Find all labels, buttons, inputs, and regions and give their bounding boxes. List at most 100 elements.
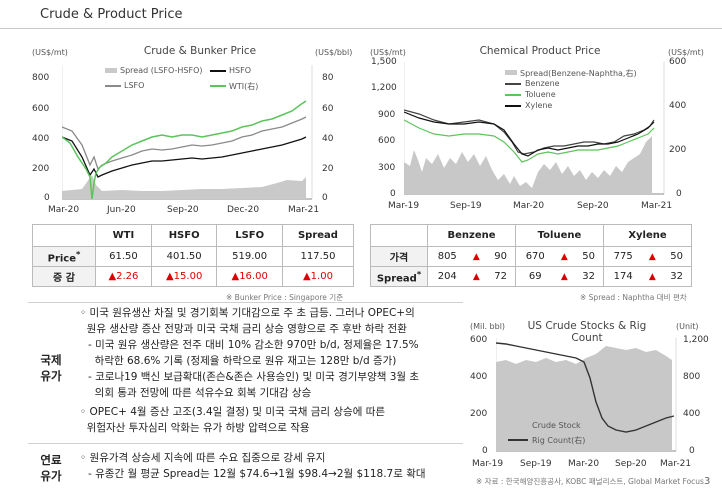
chem-chart-title: Chemical Product Price: [479, 45, 601, 57]
chem-x-tick: Mar-19: [388, 201, 420, 211]
legend-rig-label: Rig Count(右): [532, 436, 586, 445]
table-header: Benzene: [427, 224, 516, 247]
table-cell: 401.50: [150, 246, 218, 267]
crude-right-unit: (US$/bbl): [315, 48, 353, 57]
chem-left-tick: 600: [378, 136, 396, 146]
table-header: Spread: [281, 224, 355, 247]
legend-spread-label: Spread (LSFO-HSFO): [120, 66, 203, 75]
bullet-line: ◦ 미국 원유생산 차질 및 경기회복 기대감으로 주 초 급등. 그러나 OP…: [80, 307, 415, 319]
table-cell: 90: [486, 246, 516, 267]
chem-plot: [404, 62, 665, 195]
section-label-fuel: 연료 유가: [40, 453, 62, 483]
chem-left-tick: 900: [378, 110, 396, 120]
chem-right-tick: 200: [669, 145, 687, 155]
page-number: 3: [704, 476, 711, 487]
stock-x-tick: Sep-20: [615, 459, 647, 469]
stock-plot: [496, 338, 677, 452]
bullet-line: - 미국 원유 생산량은 전주 대비 10% 감소한 970만 b/d, 정제율…: [88, 339, 419, 351]
legend-benzene-label: Benzene: [525, 79, 560, 88]
crude-left-unit: (US$/mt): [32, 48, 68, 57]
table-row: Price* 61.50 401.50 519.00 117.50: [32, 246, 355, 267]
table-cell: 204: [427, 266, 467, 287]
stock-chart-source: ※ 자료 : 한국해양진흥공사, KOBC 패널리스트, Global Mark…: [476, 477, 704, 486]
xylene-line: [404, 111, 655, 157]
up-arrow-icon: ▲: [466, 246, 487, 267]
fuel-section-body: ◦ 원유가격 상승세 지속에 따른 수요 집중으로 강세 유지 - 유종간 월 …: [80, 450, 465, 482]
crude-right-tick: 20: [322, 164, 334, 174]
bullet-line: - 유종간 월 평균 Spread는 12월 $74.6→1월 $98.4→2월…: [88, 468, 426, 480]
legend-wti-swatch: [210, 85, 226, 87]
table-cell: 61.50: [95, 246, 152, 267]
legend-benzene-swatch: [505, 83, 521, 85]
bullet-line: ◦ OPEC+ 4월 증산 고조(3.4일 결정) 및 미국 국채 금리 상승에…: [80, 406, 386, 418]
chem-price-table: Benzene Toluene Xylene 가격 805 ▲ 90 670 ▲…: [370, 224, 693, 287]
chem-spread-area: [404, 136, 652, 194]
legend-lsfo-swatch: [105, 85, 121, 87]
crude-left-tick: 0: [44, 193, 50, 203]
table-cell: 117.50: [281, 246, 355, 267]
table-cell: 775: [602, 246, 643, 267]
row-label: 증 감: [32, 266, 96, 287]
row-label: 가격: [370, 246, 428, 267]
stock-left-unit: (Mil. bbl): [470, 322, 506, 331]
table-header: Xylene: [602, 224, 693, 247]
crude-x-tick: Jun-20: [107, 205, 136, 215]
crude-table-source: ※ Bunker Price : Singapore 기준: [226, 293, 344, 302]
table-cell: 50: [662, 246, 693, 267]
benzene-line: [404, 109, 655, 155]
crude-right-tick: 60: [322, 104, 334, 114]
chem-left-tick: 0: [390, 189, 396, 199]
chem-right-tick: 400: [669, 101, 687, 111]
chem-right-tick: 0: [676, 189, 682, 199]
table-header: LSFO: [216, 224, 283, 247]
stock-left-tick: 0: [482, 446, 488, 456]
lsfo-line: [62, 116, 307, 171]
crude-stock-area: [496, 346, 672, 451]
stock-right-unit: (Unit): [676, 322, 699, 331]
stock-x-tick: Mar-21: [660, 459, 692, 469]
up-arrow-icon: ▲: [642, 246, 663, 267]
table-row: Spread* 204 ▲ 72 69 ▲ 32 174 ▲ 32: [370, 266, 693, 287]
chem-x-tick: Sep-20: [577, 201, 609, 211]
stock-left-tick: 200: [470, 409, 488, 419]
legend-toluene-swatch: [505, 94, 521, 96]
table-header-row: Benzene Toluene Xylene: [370, 224, 693, 247]
chem-left-tick: 1,500: [371, 57, 397, 67]
up-arrow-icon: ▲: [554, 246, 575, 267]
stock-x-tick: Mar-20: [568, 459, 600, 469]
crude-left-tick: 400: [32, 134, 50, 144]
spread-area: [62, 175, 306, 199]
legend-wti-label: WTI(右): [229, 82, 259, 91]
table-cell: 72: [486, 266, 516, 287]
stock-right-tick: 1,200: [683, 335, 709, 345]
bullet-line: 하락한 68.6% 기록 (정제율 하락으로 원유 재고는 128만 b/d 증…: [88, 355, 397, 367]
table-cell: 69: [514, 266, 555, 287]
stock-left-tick: 400: [470, 372, 488, 382]
legend-toluene-label: Toluene: [525, 90, 556, 99]
table-cell: 670: [514, 246, 555, 267]
crude-right-tick: 80: [322, 73, 334, 83]
row-label: Price*: [32, 246, 96, 267]
legend-xylene-swatch: [505, 105, 521, 107]
crude-x-tick: Sep-20: [167, 205, 199, 215]
crude-right-tick: 0: [322, 193, 328, 203]
table-row: 가격 805 ▲ 90 670 ▲ 50 775 ▲ 50: [370, 246, 693, 267]
stock-x-tick: Mar-19: [472, 459, 504, 469]
bullet-line: - 코로나19 백신 보급확대(존슨&존슨 사용승인) 및 미국 경기부양책 3…: [88, 371, 420, 383]
legend-hsfo-label: HSFO: [229, 66, 251, 75]
page-title: Crude & Product Price: [40, 7, 183, 22]
table-cell: 50: [574, 246, 604, 267]
legend-hsfo-swatch: [210, 70, 226, 72]
wti-line: [62, 100, 307, 200]
table-header: WTI: [95, 224, 152, 247]
table-cell: ▲1.00: [281, 266, 355, 287]
chem-x-tick: Sep-19: [450, 201, 482, 211]
crude-left-tick: 800: [32, 73, 50, 83]
crude-section-body: ◦ 미국 원유생산 차질 및 경기회복 기대감으로 주 초 급등. 그러나 OP…: [80, 305, 465, 436]
chem-x-tick: Mar-21: [641, 201, 673, 211]
crude-x-tick: Dec-20: [227, 205, 260, 215]
legend-lsfo-label: LSFO: [124, 81, 145, 90]
bullet-line: ◦ 원유가격 상승세 지속에 따른 수요 집중으로 강세 유지: [80, 452, 326, 464]
legend-chem-spread-label: Spread(Benzene-Naphtha,右): [520, 69, 637, 78]
legend-rig-swatch: [508, 439, 528, 441]
